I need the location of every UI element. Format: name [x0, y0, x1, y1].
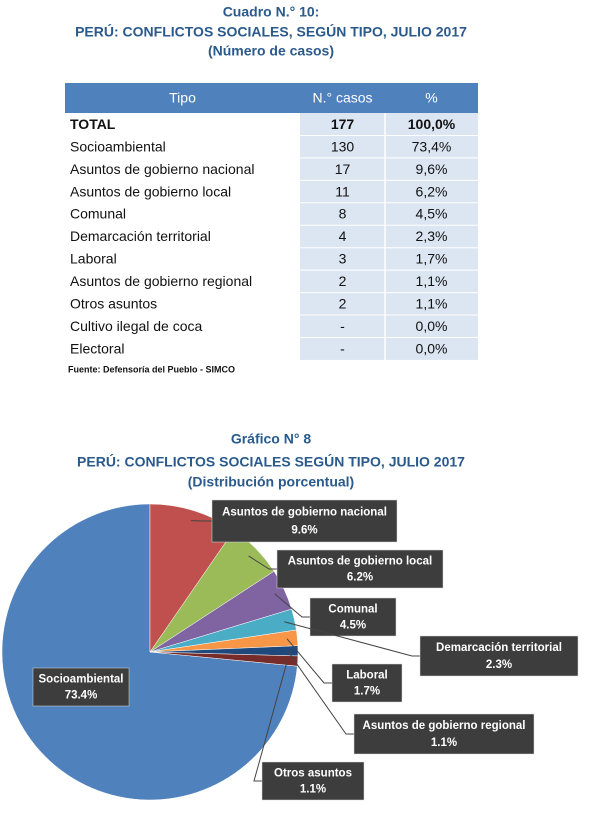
table-cell: 73,4%: [412, 138, 452, 154]
table-cell: Electoral: [70, 340, 124, 356]
callout-name: Comunal: [328, 603, 377, 615]
callout-name: Asuntos de gobierno nacional: [222, 507, 387, 519]
table-cell: 4: [339, 228, 347, 244]
callout-name: Otros asuntos: [274, 767, 352, 779]
leader-line: [286, 638, 332, 684]
callout-value: 1.7%: [354, 685, 380, 697]
table-cell: 130: [331, 138, 355, 154]
table-cell: 100,0%: [408, 116, 456, 132]
callout-value: 1.1%: [300, 783, 326, 795]
callout-box: [331, 663, 403, 703]
callout-name: Socioambiental: [39, 673, 124, 685]
callout-name: Asuntos de gobierno regional: [363, 720, 526, 732]
callout-value: 73.4%: [65, 689, 98, 701]
callout-box: [261, 761, 365, 801]
callout-name: Asuntos de gobierno local: [288, 555, 432, 567]
callout-box: [276, 549, 444, 589]
callout-value: 2.3%: [486, 659, 512, 671]
shaded-columns: [300, 113, 478, 360]
callout-value: 9.6%: [291, 524, 317, 536]
chart-label: Gráfico N° 8: [231, 431, 312, 447]
leader-line: [284, 621, 420, 657]
callout-box: [309, 597, 397, 637]
callout-box: [419, 635, 579, 677]
table-cell: TOTAL: [70, 116, 116, 132]
leader-line: [287, 650, 354, 735]
chart-subtitle: (Distribución porcentual): [188, 474, 354, 490]
callout-name: Laboral: [346, 669, 388, 681]
callout-value: 1.1%: [431, 737, 457, 749]
table-cell: -: [340, 340, 345, 356]
table-label: Cuadro N.° 10:: [223, 4, 320, 20]
pie-slice: [149, 651, 299, 667]
table-cell: Asuntos de gobierno local: [70, 183, 231, 199]
table-cell: 2: [339, 296, 347, 312]
table-source: Fuente: Defensoría del Pueblo - SIMCO: [68, 364, 235, 374]
callout-box: [32, 667, 130, 707]
table-cell: -: [340, 318, 345, 334]
table-title: PERÚ: CONFLICTOS SOCIALES, SEGÚN TIPO, J…: [75, 23, 467, 40]
table-cell: Demarcación territorial: [70, 228, 211, 244]
pie-slice: [1, 503, 298, 801]
table-cell: Asuntos de gobierno regional: [70, 273, 252, 289]
table-header-bg: [65, 83, 478, 113]
callout-box: [353, 713, 535, 755]
table-cell: Asuntos de gobierno nacional: [70, 161, 254, 177]
table-cell: Otros asuntos: [70, 296, 157, 312]
callout-name: Demarcación territorial: [436, 642, 562, 654]
callout-box: [211, 499, 398, 543]
table-cell: 6,2%: [416, 183, 448, 199]
table-cell: Laboral: [70, 251, 117, 267]
callout-value: 4.5%: [340, 619, 366, 631]
leader-line: [253, 660, 288, 782]
table-cell: 11: [335, 183, 350, 199]
leader-line: [248, 555, 277, 570]
table-cell: 2: [339, 273, 347, 289]
table-cell: 8: [339, 206, 347, 222]
table-cell: 9,6%: [416, 161, 448, 177]
table-cell: 0,0%: [416, 340, 448, 356]
table-cell: 177: [331, 116, 355, 132]
table-cell: 2,3%: [416, 228, 448, 244]
table-cell: Comunal: [70, 206, 126, 222]
column-header: %: [425, 90, 437, 106]
table-cell: 1,1%: [416, 296, 448, 312]
table-cell: 4,5%: [416, 206, 448, 222]
table-subtitle: (Número de casos): [208, 43, 334, 59]
table-cell: 0,0%: [416, 318, 448, 334]
table-cell: 17: [335, 161, 351, 177]
leader-line: [274, 593, 310, 618]
column-header: N.° casos: [312, 90, 372, 106]
table-cell: Socioambiental: [70, 138, 166, 154]
table-cell: 1,1%: [416, 273, 448, 289]
table-cell: 3: [339, 251, 347, 267]
column-header: Tipo: [169, 90, 196, 106]
callout-value: 6.2%: [347, 571, 373, 583]
table-cell: 1,7%: [416, 251, 448, 267]
chart-title: PERÚ: CONFLICTOS SOCIALES SEGÚN TIPO, JU…: [77, 453, 465, 470]
table-cell: Cultivo ilegal de coca: [70, 318, 203, 334]
